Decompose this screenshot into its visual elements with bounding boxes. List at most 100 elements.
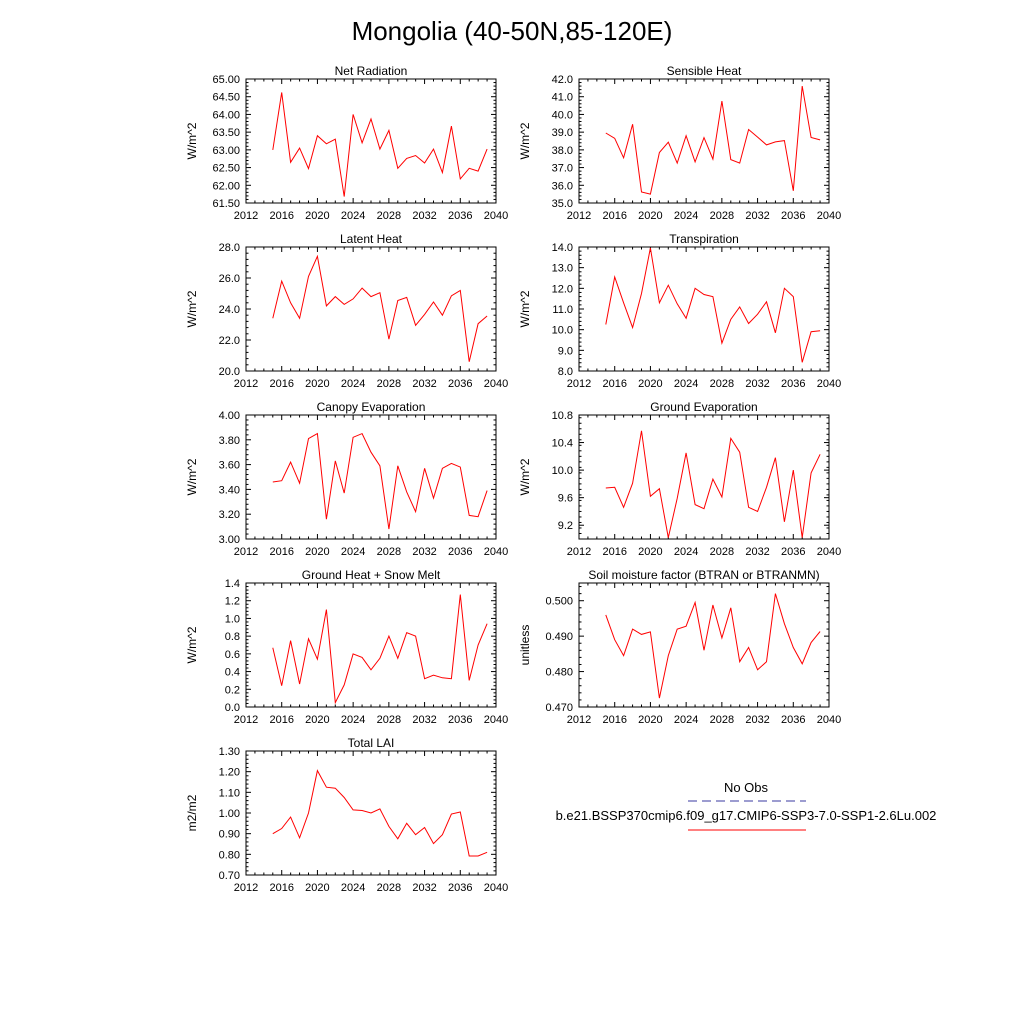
y-tick-label: 10.8 — [552, 410, 573, 422]
x-tick-label: 2036 — [781, 378, 805, 390]
y-tick-label: 61.50 — [212, 198, 240, 210]
legend-label-simulation: b.e21.BSSP370cmip6.f09_g17.CMIP6-SSP3-7.… — [556, 808, 937, 823]
series-line — [272, 594, 488, 705]
y-tick-label: 62.50 — [212, 163, 240, 175]
y-tick-label: 11.0 — [552, 304, 573, 316]
y-tick-label: 0.500 — [545, 596, 573, 608]
x-tick-label: 2028 — [710, 546, 734, 558]
y-tick-label: 62.00 — [212, 180, 240, 192]
x-tick-label: 2020 — [305, 882, 329, 894]
x-tick-label: 2040 — [817, 546, 841, 558]
panel-title: Ground Evaporation — [650, 400, 757, 414]
x-tick-label: 2028 — [710, 210, 734, 222]
y-tick-label: 1.4 — [225, 578, 240, 590]
x-tick-label: 2040 — [484, 882, 508, 894]
x-tick-label: 2032 — [412, 210, 436, 222]
x-tick-label: 2040 — [484, 546, 508, 558]
chart-panel-3: Latent Heat W/m^2 2012 2016 2020 2024 2028 2032… — [185, 232, 508, 390]
panel-title: Ground Heat + Snow Melt — [302, 568, 441, 582]
y-tick-label: 0.470 — [545, 702, 573, 714]
panel-title: Net Radiation — [335, 64, 408, 78]
x-tick-label: 2024 — [674, 210, 698, 222]
x-tick-label: 2016 — [602, 546, 626, 558]
y-tick-label: 13.0 — [552, 263, 573, 275]
x-tick-label: 2032 — [412, 882, 436, 894]
y-tick-label: 10.0 — [552, 465, 573, 477]
y-tick-label: 63.00 — [212, 145, 240, 157]
y-tick-label: 39.0 — [552, 127, 573, 139]
y-tick-label: 14.0 — [552, 242, 573, 254]
y-tick-label: 38.0 — [552, 145, 573, 157]
y-tick-label: 0.70 — [219, 870, 240, 882]
y-axis-label: W/m^2 — [518, 290, 532, 327]
chart-panel-2: Sensible Heat W/m^2 2012 2016 2020 2024 2028 20… — [518, 64, 841, 222]
y-tick-label: 24.0 — [219, 304, 240, 316]
y-tick-label: 3.60 — [219, 460, 240, 472]
x-tick-label: 2028 — [377, 882, 401, 894]
x-tick-label: 2020 — [638, 714, 662, 726]
chart-panel-1: Net Radiation W/m^2 2012 2016 2020 2024 2028 20… — [185, 64, 508, 222]
y-tick-label: 3.40 — [219, 484, 240, 496]
x-tick-label: 2012 — [567, 378, 591, 390]
y-tick-label: 1.10 — [219, 787, 240, 799]
y-axis-label: W/m^2 — [518, 122, 532, 159]
y-tick-label: 1.30 — [219, 746, 240, 758]
y-tick-label: 0.80 — [219, 849, 240, 861]
x-tick-label: 2016 — [602, 210, 626, 222]
y-tick-label: 10.4 — [552, 438, 573, 450]
series-line — [605, 430, 821, 538]
y-tick-label: 64.50 — [212, 92, 240, 104]
x-tick-label: 2016 — [269, 378, 293, 390]
y-tick-label: 10.0 — [552, 325, 573, 337]
x-tick-label: 2016 — [269, 882, 293, 894]
legend: No Obs b.e21.BSSP370cmip6.f09_g17.CMIP6-… — [556, 780, 937, 831]
x-tick-label: 2024 — [674, 546, 698, 558]
x-tick-label: 2024 — [341, 546, 365, 558]
y-tick-label: 40.0 — [552, 109, 573, 121]
y-tick-label: 1.00 — [219, 808, 240, 820]
x-tick-label: 2028 — [377, 210, 401, 222]
y-tick-label: 65.00 — [212, 74, 240, 86]
y-tick-label: 41.0 — [552, 92, 573, 104]
x-tick-label: 2028 — [377, 378, 401, 390]
y-tick-label: 9.0 — [558, 345, 573, 357]
series-line — [272, 92, 488, 197]
y-tick-label: 3.00 — [219, 534, 240, 546]
y-axis-label: m2/m2 — [185, 794, 199, 831]
panel-title: Soil moisture factor (BTRAN or BTRANMN) — [588, 568, 819, 582]
x-tick-label: 2024 — [674, 714, 698, 726]
y-tick-label: 0.90 — [219, 829, 240, 841]
chart-panel-6: Ground Evaporation W/m^2 2012 2016 2020 2024 2… — [518, 400, 841, 558]
x-tick-label: 2012 — [234, 882, 258, 894]
x-tick-label: 2012 — [567, 714, 591, 726]
x-tick-label: 2020 — [305, 546, 329, 558]
plot-frame — [578, 78, 830, 204]
plot-frame — [245, 78, 497, 204]
y-tick-label: 4.00 — [219, 410, 240, 422]
x-tick-label: 2032 — [745, 378, 769, 390]
x-tick-label: 2012 — [234, 378, 258, 390]
x-tick-label: 2036 — [781, 546, 805, 558]
x-tick-label: 2036 — [448, 210, 472, 222]
y-tick-label: 22.0 — [219, 335, 240, 347]
y-tick-label: 28.0 — [219, 242, 240, 254]
x-tick-label: 2012 — [234, 546, 258, 558]
series-line — [272, 769, 488, 857]
series-line — [605, 593, 821, 699]
y-tick-label: 0.4 — [225, 667, 240, 679]
panel-title: Sensible Heat — [667, 64, 742, 78]
series-line — [272, 254, 488, 362]
legend-label-no-obs: No Obs — [724, 780, 769, 795]
x-tick-label: 2012 — [234, 210, 258, 222]
y-tick-label: 1.20 — [219, 767, 240, 779]
x-tick-label: 2036 — [781, 210, 805, 222]
chart-panel-9: Total LAI m2/m2 2012 2016 2020 2024 2028 2032 20… — [185, 736, 508, 894]
x-tick-label: 2024 — [674, 378, 698, 390]
x-tick-label: 2020 — [305, 714, 329, 726]
x-tick-label: 2016 — [602, 714, 626, 726]
y-tick-label: 35.0 — [552, 198, 573, 210]
x-tick-label: 2036 — [448, 546, 472, 558]
x-tick-label: 2024 — [341, 210, 365, 222]
x-tick-label: 2040 — [817, 714, 841, 726]
x-tick-label: 2032 — [745, 546, 769, 558]
